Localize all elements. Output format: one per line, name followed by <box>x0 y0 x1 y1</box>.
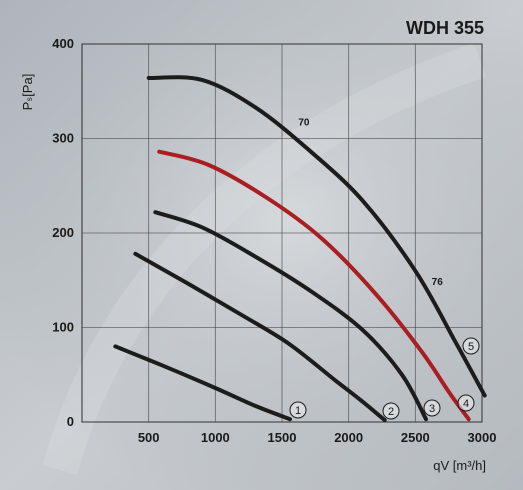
grid <box>81 43 483 423</box>
x-tick-label: 3000 <box>468 430 497 445</box>
y-tick-label: 100 <box>52 320 74 335</box>
axes: 500 1000 1500 2000 2500 3000 0 100 200 300 400 <box>52 36 496 445</box>
x-tick-label: 500 <box>138 430 160 445</box>
x-tick-label: 1000 <box>201 430 230 445</box>
y-tick-label: 200 <box>52 225 74 240</box>
y-tick-label: 0 <box>67 414 74 429</box>
series-label-circle-4 <box>457 394 475 412</box>
series-line-5 <box>146 75 487 398</box>
series-line-4 <box>157 149 471 422</box>
series-line-2 <box>133 251 387 423</box>
series-label-3: 3 <box>429 403 435 415</box>
x-axis-label: qV [m³/h] <box>433 458 486 473</box>
x-tick-label: 1500 <box>268 430 297 445</box>
series-label-2: 2 <box>388 406 394 418</box>
annotation-76: 76 <box>432 277 444 288</box>
annotation-70: 70 <box>298 117 310 128</box>
series-line-1 <box>113 344 292 422</box>
series-label-circle-1 <box>289 401 307 419</box>
x-tick-label: 2500 <box>401 430 430 445</box>
chart-title: WDH 355 <box>406 18 484 38</box>
series-label-circle-3 <box>423 399 441 417</box>
series-label-circle-2 <box>382 402 400 420</box>
series-label-1: 1 <box>295 405 301 417</box>
series-group <box>113 75 487 423</box>
background-swirl <box>42 42 486 475</box>
series-label-5: 5 <box>468 341 474 353</box>
y-axis-label: Pₛ[Pa] <box>20 74 35 111</box>
series-line-3 <box>153 210 428 422</box>
y-tick-label: 300 <box>52 131 74 146</box>
labels-group: 1 2 3 4 5 70 76 <box>289 117 480 420</box>
x-tick-label: 2000 <box>334 430 363 445</box>
y-tick-label: 400 <box>52 36 74 51</box>
series-label-4: 4 <box>463 398 469 410</box>
series-label-circle-5 <box>462 337 480 355</box>
